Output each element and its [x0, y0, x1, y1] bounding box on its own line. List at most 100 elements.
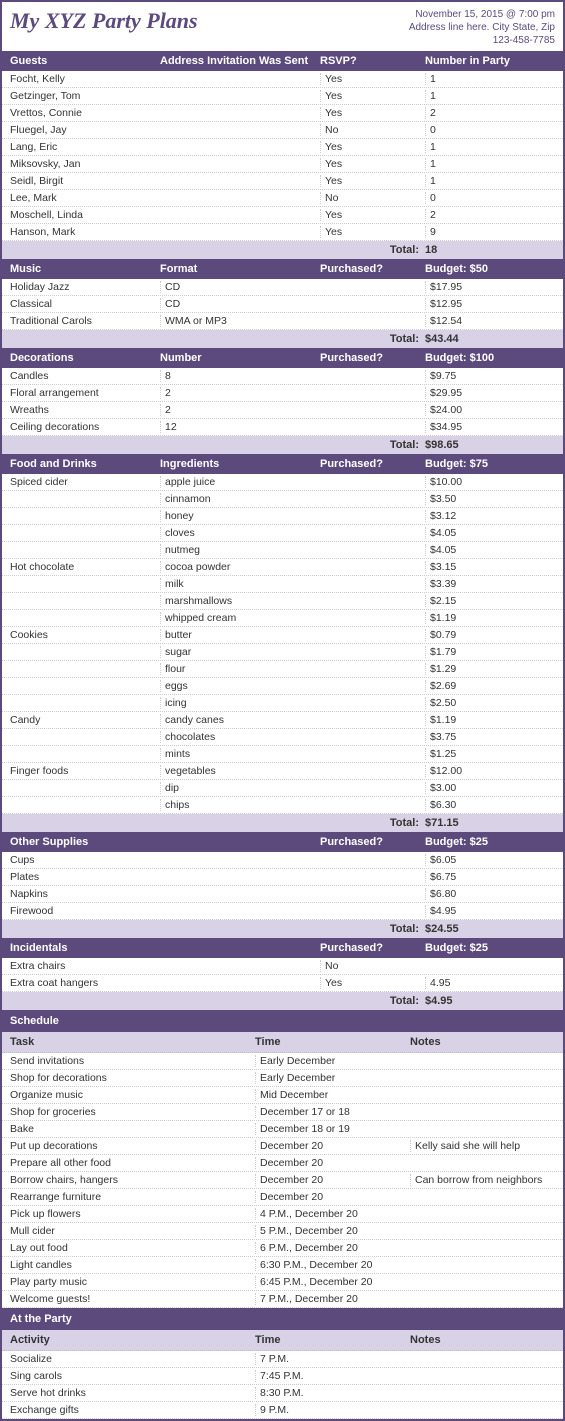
- food-cell: chocolates: [160, 731, 320, 743]
- food-row: cinnamon$3.50: [2, 491, 563, 508]
- guests-total-value: 18: [425, 244, 555, 256]
- food-cell: $4.05: [425, 544, 555, 556]
- schedule-row: Light candles6:30 P.M., December 20: [2, 1257, 563, 1274]
- guests-cell: 0: [425, 124, 555, 136]
- meta-address: Address line here. City State, Zip: [409, 21, 555, 34]
- guests-cell: 9: [425, 226, 555, 238]
- schedule-cell: Shop for decorations: [10, 1072, 255, 1084]
- food-cell: dip: [160, 782, 320, 794]
- decorations-header-col: Purchased?: [320, 352, 425, 364]
- guests-cell: 2: [425, 107, 555, 119]
- food-cell: apple juice: [160, 476, 320, 488]
- guests-cell: Miksovsky, Jan: [10, 158, 160, 170]
- decorations-cell: Wreaths: [10, 404, 160, 416]
- guests-header-col: RSVP?: [320, 55, 425, 67]
- guests-header: GuestsAddress Invitation Was SentRSVP?Nu…: [2, 51, 563, 71]
- party-cell: Socialize: [10, 1353, 255, 1365]
- food-cell: $3.12: [425, 510, 555, 522]
- food-cell: $1.79: [425, 646, 555, 658]
- schedule-row: BakeDecember 18 or 19: [2, 1121, 563, 1138]
- schedule-cell: December 18 or 19: [255, 1123, 410, 1135]
- food-cell: Spiced cider: [10, 476, 160, 488]
- schedule-row: Mull cider5 P.M., December 20: [2, 1223, 563, 1240]
- schedule-cell: Prepare all other food: [10, 1157, 255, 1169]
- guests-cell: Hanson, Mark: [10, 226, 160, 238]
- food-cell: $3.39: [425, 578, 555, 590]
- food-cell: $1.19: [425, 612, 555, 624]
- guests-cell: 1: [425, 175, 555, 187]
- schedule-cell: December 17 or 18: [255, 1106, 410, 1118]
- decorations-total-label: Total:: [320, 439, 425, 451]
- supplies-row: Firewood$4.95: [2, 903, 563, 920]
- schedule-row: Lay out food6 P.M., December 20: [2, 1240, 563, 1257]
- food-header-col: Ingredients: [160, 458, 320, 470]
- food-cell: flour: [160, 663, 320, 675]
- schedule-cell: 6 P.M., December 20: [255, 1242, 410, 1254]
- food-row: milk$3.39: [2, 576, 563, 593]
- schedule-cell: Kelly said she will help: [410, 1140, 555, 1152]
- incidentals-cell: No: [320, 960, 425, 972]
- schedule-row: Welcome guests!7 P.M., December 20: [2, 1291, 563, 1308]
- food-cell: chips: [160, 799, 320, 811]
- guests-cell: Vrettos, Connie: [10, 107, 160, 119]
- guests-row: Miksovsky, JanYes1: [2, 156, 563, 173]
- schedule-row: Rearrange furnitureDecember 20: [2, 1189, 563, 1206]
- food-total-label: Total:: [320, 817, 425, 829]
- guests-cell: Yes: [320, 209, 425, 221]
- schedule-cell: Can borrow from neighbors: [410, 1174, 555, 1186]
- decorations-total-value: $98.65: [425, 439, 555, 451]
- food-header: Food and DrinksIngredientsPurchased?Budg…: [2, 454, 563, 474]
- guests-row: Seidl, BirgitYes1: [2, 173, 563, 190]
- music-total-row: Total:$43.44: [2, 330, 563, 348]
- food-cell: $1.19: [425, 714, 555, 726]
- schedule-row: Shop for decorationsEarly December: [2, 1070, 563, 1087]
- food-header-col: Food and Drinks: [10, 458, 160, 470]
- music-header-col: Format: [160, 263, 320, 275]
- party-plan-document: My XYZ Party Plans November 15, 2015 @ 7…: [0, 0, 565, 1421]
- schedule-cell: 6:45 P.M., December 20: [255, 1276, 410, 1288]
- food-row: Hot chocolatecocoa powder$3.15: [2, 559, 563, 576]
- party-cell: 7:45 P.M.: [255, 1370, 410, 1382]
- food-header-col: Budget: $75: [425, 458, 555, 470]
- schedule-cell: Send invitations: [10, 1055, 255, 1067]
- supplies-row: Napkins$6.80: [2, 886, 563, 903]
- party-subheader-col: Notes: [410, 1334, 555, 1346]
- party-title-bar: At the Party: [2, 1308, 563, 1330]
- food-row: Cookiesbutter$0.79: [2, 627, 563, 644]
- incidentals-header-col: [160, 942, 320, 954]
- music-header-col: Purchased?: [320, 263, 425, 275]
- food-cell: Candy: [10, 714, 160, 726]
- incidentals-cell: 4.95: [425, 977, 555, 989]
- food-cell: honey: [160, 510, 320, 522]
- supplies-header: Other SuppliesPurchased?Budget: $25: [2, 832, 563, 852]
- decorations-total-row: Total:$98.65: [2, 436, 563, 454]
- supplies-cell: Napkins: [10, 888, 160, 900]
- food-total-row: Total:$71.15: [2, 814, 563, 832]
- guests-cell: Focht, Kelly: [10, 73, 160, 85]
- incidentals-row: Extra chairsNo: [2, 958, 563, 975]
- schedule-cell: Play party music: [10, 1276, 255, 1288]
- incidentals-header: IncidentalsPurchased?Budget: $25: [2, 938, 563, 958]
- food-cell: $10.00: [425, 476, 555, 488]
- food-cell: nutmeg: [160, 544, 320, 556]
- party-subheader-col: Time: [255, 1334, 410, 1346]
- decorations-cell: 2: [160, 387, 320, 399]
- schedule-subheader-col: Notes: [410, 1036, 555, 1048]
- food-cell: $12.00: [425, 765, 555, 777]
- incidentals-cell: Yes: [320, 977, 425, 989]
- decorations-header-col: Budget: $100: [425, 352, 555, 364]
- decorations-cell: Ceiling decorations: [10, 421, 160, 433]
- food-row: icing$2.50: [2, 695, 563, 712]
- incidentals-total-row: Total:$4.95: [2, 992, 563, 1010]
- schedule-cell: Early December: [255, 1072, 410, 1084]
- schedule-cell: 5 P.M., December 20: [255, 1225, 410, 1237]
- incidentals-header-col: Purchased?: [320, 942, 425, 954]
- music-cell: $12.54: [425, 315, 555, 327]
- food-row: chocolates$3.75: [2, 729, 563, 746]
- party-cell: Serve hot drinks: [10, 1387, 255, 1399]
- guests-row: Lang, EricYes1: [2, 139, 563, 156]
- guests-cell: 1: [425, 73, 555, 85]
- food-row: chips$6.30: [2, 797, 563, 814]
- food-row: eggs$2.69: [2, 678, 563, 695]
- supplies-total-row: Total:$24.55: [2, 920, 563, 938]
